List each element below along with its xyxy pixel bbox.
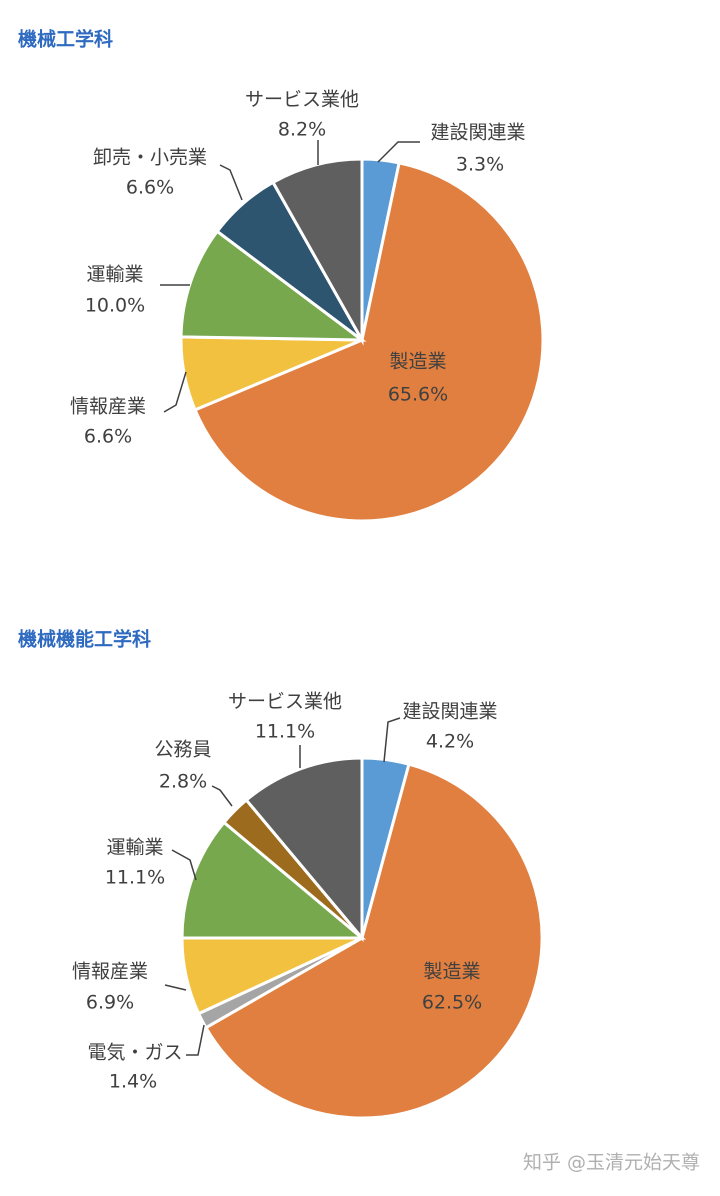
leader-line: [211, 785, 233, 807]
slice-label: 運輸業: [86, 264, 143, 286]
leader-line: [164, 984, 187, 991]
chart-title: 機械工学科: [18, 28, 113, 51]
slice-label: 建設関連業: [402, 701, 497, 723]
slice-value-label: 10.0%: [85, 295, 145, 317]
slice-value-label: 4.2%: [426, 731, 474, 753]
slice-label: 電気・ガス: [87, 1042, 182, 1064]
slice-label: 運輸業: [106, 837, 163, 859]
leader-line: [163, 371, 187, 413]
slice-label: 製造業: [423, 961, 480, 983]
slice-value-label: 2.8%: [159, 771, 207, 793]
leader-line: [377, 141, 420, 163]
slice-value-label: 6.9%: [86, 992, 134, 1014]
slice-value-label: 8.2%: [278, 119, 326, 141]
slice-label: サービス業他: [228, 691, 342, 713]
slice-label: 公務員: [154, 739, 211, 761]
leader-line: [383, 717, 401, 763]
pie-slice: [244, 756, 364, 943]
slice-label: 建設関連業: [430, 122, 525, 144]
leader-line: [186, 1024, 205, 1056]
leader-line: [171, 849, 197, 881]
pie-slice: [180, 820, 367, 940]
pie-slice: [179, 229, 367, 342]
slice-value-label: 62.5%: [422, 992, 482, 1014]
pie-slice: [271, 157, 364, 346]
pie-slice: [193, 161, 545, 523]
slice-label: 情報産業: [70, 396, 146, 418]
leader-line: [219, 164, 243, 201]
slice-value-label: 6.6%: [84, 426, 132, 448]
slice-value-label: 1.4%: [109, 1071, 157, 1093]
watermark: 知乎 @玉清元始天尊: [523, 1152, 700, 1174]
chart-title: 機械機能工学科: [18, 628, 151, 651]
pie-slice: [203, 762, 544, 1120]
slice-value-label: 6.6%: [126, 177, 174, 199]
slice-value-label: 65.6%: [388, 384, 448, 406]
slice-value-label: 11.1%: [255, 721, 315, 743]
slice-label: 情報産業: [72, 961, 148, 983]
slice-label: サービス業他: [245, 89, 359, 111]
slice-label: 卸売・小売業: [93, 147, 207, 169]
slice-label: 製造業: [389, 351, 446, 373]
slice-value-label: 11.1%: [105, 867, 165, 889]
slice-value-label: 3.3%: [456, 154, 504, 176]
